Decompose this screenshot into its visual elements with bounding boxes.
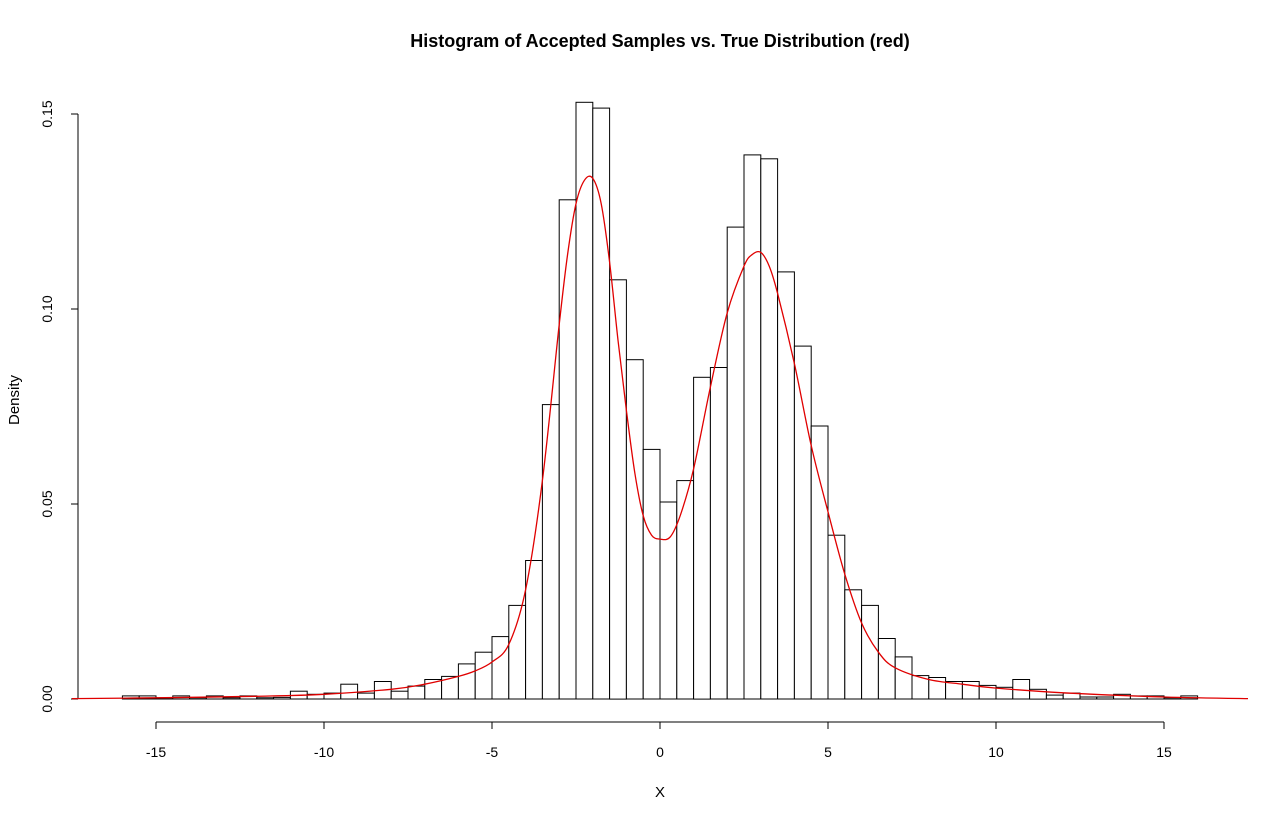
histogram-bar	[1096, 696, 1115, 700]
histogram-bar	[1079, 696, 1098, 700]
x-axis-label: X	[655, 784, 665, 801]
true-distribution-curve-group	[71, 175, 1249, 700]
histogram-bar	[709, 367, 728, 700]
histogram-bar	[558, 199, 577, 700]
histogram-bar	[760, 158, 779, 700]
histogram-bar	[407, 685, 426, 700]
y-axis: 0.00 0.05 0.10 0.15	[39, 100, 79, 713]
histogram-bar	[357, 692, 375, 700]
y-tick-label: 0.10	[39, 295, 55, 322]
y-tick-label: 0.05	[39, 490, 55, 517]
histogram-bar	[625, 359, 644, 700]
histogram-bar	[508, 604, 527, 700]
x-tick-label: 15	[1156, 744, 1172, 760]
chart-title: Histogram of Accepted Samples vs. True D…	[410, 31, 909, 51]
histogram-bar	[474, 651, 493, 700]
histogram-bar	[457, 663, 476, 700]
histogram-bar	[676, 480, 695, 700]
x-tick-label: -5	[486, 744, 499, 760]
histogram-bar	[1029, 688, 1047, 700]
histogram-bar	[525, 560, 543, 700]
histogram-bar	[777, 271, 795, 700]
histogram-bar	[1045, 694, 1064, 700]
histogram-bar	[810, 425, 829, 700]
histogram-bar	[189, 697, 207, 700]
histogram-bar	[726, 226, 745, 700]
y-tick-label: 0.00	[39, 685, 55, 712]
histogram-bar	[861, 604, 879, 700]
x-axis: -15 -10 -5 0 5 10 15	[146, 721, 1172, 760]
histogram-bar	[390, 690, 409, 700]
histogram-bars	[121, 101, 1199, 700]
histogram-bar	[827, 534, 846, 700]
true-distribution-curve	[71, 175, 1249, 700]
x-tick-label: 5	[824, 744, 832, 760]
histogram-bar	[575, 101, 594, 700]
histogram-bar	[894, 656, 913, 700]
x-tick-label: 0	[656, 744, 664, 760]
histogram-bar	[491, 636, 510, 700]
histogram-bar	[541, 404, 560, 700]
x-tick-label: -15	[146, 744, 166, 760]
y-axis-label: Density	[6, 374, 23, 425]
histogram-bar	[222, 697, 241, 700]
histogram-bar	[592, 107, 611, 700]
histogram-bar	[273, 696, 291, 700]
histogram-bar	[256, 697, 275, 700]
histogram-bar	[877, 638, 896, 700]
x-tick-label: -10	[314, 744, 334, 760]
histogram-bar	[844, 589, 863, 700]
histogram-bar	[340, 683, 359, 700]
x-tick-label: 10	[988, 744, 1004, 760]
histogram-bar	[793, 345, 812, 700]
y-tick-label: 0.15	[39, 100, 55, 127]
histogram-bar	[743, 154, 762, 700]
histogram-bar	[642, 448, 661, 700]
